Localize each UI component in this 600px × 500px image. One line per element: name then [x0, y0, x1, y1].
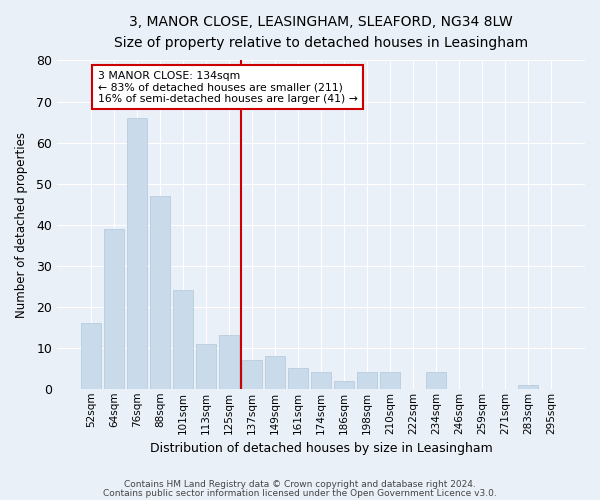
- Bar: [81, 323, 101, 389]
- Bar: [150, 196, 170, 389]
- Text: Contains HM Land Registry data © Crown copyright and database right 2024.: Contains HM Land Registry data © Crown c…: [124, 480, 476, 489]
- Bar: [127, 118, 147, 389]
- Bar: [219, 336, 239, 389]
- Bar: [518, 384, 538, 389]
- Bar: [289, 368, 308, 389]
- Bar: [173, 290, 193, 389]
- Y-axis label: Number of detached properties: Number of detached properties: [15, 132, 28, 318]
- Bar: [242, 360, 262, 389]
- Title: 3, MANOR CLOSE, LEASINGHAM, SLEAFORD, NG34 8LW
Size of property relative to deta: 3, MANOR CLOSE, LEASINGHAM, SLEAFORD, NG…: [114, 15, 528, 50]
- Bar: [196, 344, 216, 389]
- Bar: [358, 372, 377, 389]
- Bar: [427, 372, 446, 389]
- Text: 3 MANOR CLOSE: 134sqm
← 83% of detached houses are smaller (211)
16% of semi-det: 3 MANOR CLOSE: 134sqm ← 83% of detached …: [98, 70, 358, 104]
- Bar: [311, 372, 331, 389]
- X-axis label: Distribution of detached houses by size in Leasingham: Distribution of detached houses by size …: [150, 442, 493, 455]
- Bar: [265, 356, 285, 389]
- Bar: [380, 372, 400, 389]
- Bar: [104, 228, 124, 389]
- Bar: [334, 380, 354, 389]
- Text: Contains public sector information licensed under the Open Government Licence v3: Contains public sector information licen…: [103, 490, 497, 498]
